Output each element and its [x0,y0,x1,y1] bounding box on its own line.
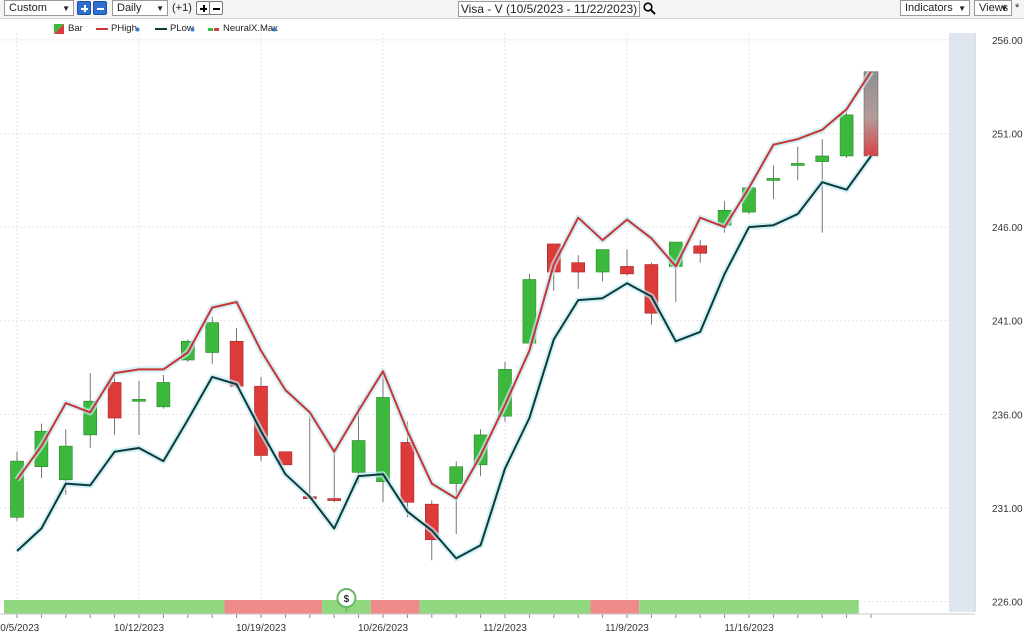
toolbar: Custom ▼ Daily ▼ (+1) Visa - V (10/5/202… [0,0,1024,19]
signal-band-green [639,600,859,614]
neuralx-legend-icon [208,28,219,31]
signal-band-green [419,600,591,614]
plow-line[interactable] [16,155,872,560]
y-tick-label: 256.00 [992,36,1023,47]
candle-up[interactable] [58,445,73,481]
chevron-down-icon: ▼ [62,4,70,13]
signal-band-red [590,600,640,614]
candle-up[interactable] [376,397,390,482]
x-tick-label: 10/12/2023 [114,623,164,634]
chart-title: Visa - V (10/5/2023 - 11/22/2023) [460,2,638,16]
phigh-line-glow [14,70,874,502]
plow-line-glow [14,154,874,562]
legend-neuralx-label: NeuralX.Max [223,23,278,34]
forecast-region [949,33,975,612]
candle-down[interactable] [400,442,415,503]
y-tick-label: 251.00 [992,130,1023,141]
candle-down[interactable] [327,498,342,501]
views-modified-marker: * [1015,2,1020,14]
indicators-label: Indicators [905,2,953,14]
bar-legend-icon [54,24,64,34]
candle-up[interactable] [132,399,146,402]
candle-down[interactable] [571,262,586,273]
preset-dropdown[interactable]: Custom ▼ [4,0,74,16]
chevron-down-icon: ▼ [1000,4,1008,13]
x-tick-label: 10/19/2023 [236,623,286,634]
interval-dropdown[interactable]: Daily ▼ [112,0,168,16]
candle-up[interactable] [205,322,219,353]
offset-label: (+1) [172,2,192,14]
x-tick-label: 11/9/2023 [605,623,649,634]
signal-band-green [4,600,225,614]
views-label: Views [979,2,1009,14]
x-tick-label: 11/2/2023 [483,623,527,634]
candle-up[interactable] [595,249,610,273]
chart-title-field[interactable]: Visa - V (10/5/2023 - 11/22/2023) [458,1,640,17]
views-dropdown[interactable]: Views ▼ [974,0,1012,16]
candle-up[interactable] [790,163,805,166]
dollar-marker-label: $ [344,594,350,605]
x-tick-label: 10/26/2023 [358,623,408,634]
y-tick-label: 241.00 [992,317,1023,328]
phigh-line[interactable] [16,71,872,500]
candle-down[interactable] [229,340,244,387]
chevron-down-icon: ▼ [958,4,966,13]
x-tick-label: 10/5/2023 [0,623,40,634]
y-tick-label: 231.00 [992,504,1023,515]
candle-down[interactable] [620,266,634,275]
y-tick-label: 236.00 [992,410,1023,421]
preset-label: Custom [9,2,47,14]
offset-decrease-button[interactable] [209,1,223,15]
candle-up[interactable] [839,114,854,157]
signal-band-red [370,600,420,614]
candle-up[interactable] [449,466,464,484]
settings-dot-icon[interactable] [190,27,195,32]
candle-down[interactable] [107,382,122,419]
add-button[interactable] [77,1,91,15]
candle-up[interactable] [351,440,366,473]
offset-increase-button[interactable] [196,1,210,15]
chevron-down-icon: ▼ [156,4,164,13]
indicators-dropdown[interactable]: Indicators ▼ [900,0,970,16]
phigh-legend-icon [96,28,108,30]
x-tick-label: 11/16/2023 [724,623,774,634]
candle-up[interactable] [766,178,781,181]
candle-up[interactable] [156,382,171,408]
settings-dot-icon[interactable] [272,27,277,32]
interval-label: Daily [117,2,142,14]
y-tick-label: 226.00 [992,598,1023,609]
candle-down[interactable] [693,245,708,254]
y-tick-label: 246.00 [992,223,1023,234]
settings-dot-icon[interactable] [135,27,140,32]
remove-button[interactable] [93,1,107,15]
legend-plow-label: PLow [170,23,194,34]
search-icon[interactable] [643,2,656,15]
signal-band-red [224,600,322,614]
legend-bar-label: Bar [68,23,83,34]
candle-up[interactable] [815,155,830,162]
plow-legend-icon [155,28,167,30]
legend-phigh-label: PHigh [111,23,137,34]
